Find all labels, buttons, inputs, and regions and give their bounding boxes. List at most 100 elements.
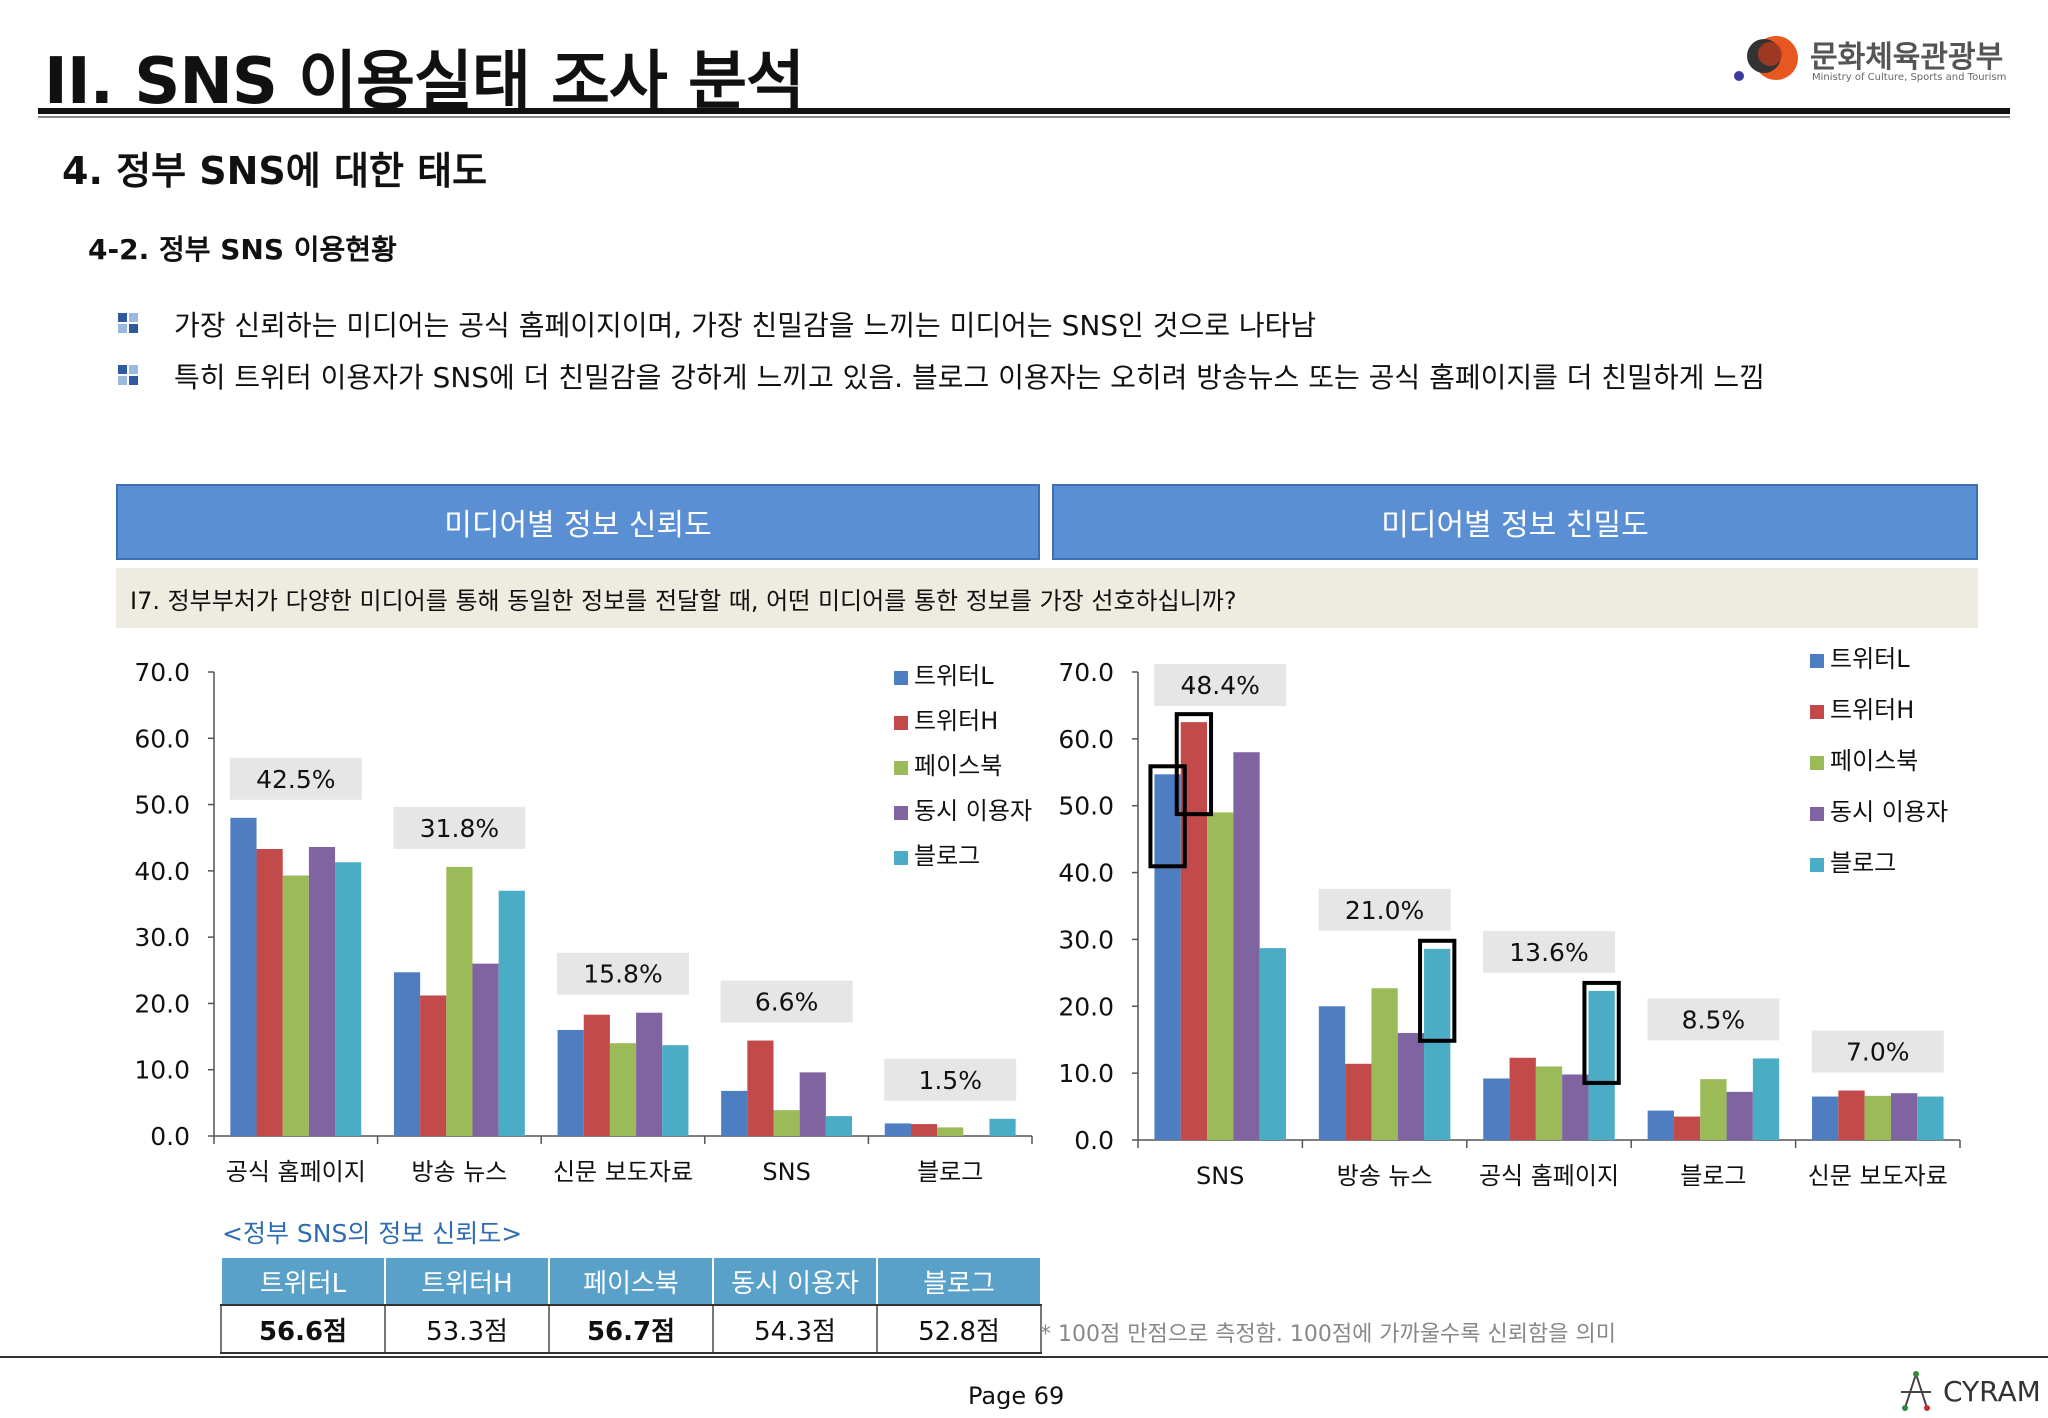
legend-label: 동시 이용자 (1830, 798, 1948, 826)
y-tick-label: 20.0 (1058, 992, 1114, 1021)
bar (747, 1040, 774, 1136)
score-value-cell: 52.8점 (876, 1305, 1042, 1354)
annotation-box (557, 952, 689, 995)
bar (989, 1118, 1016, 1136)
page-number: Page 69 (968, 1382, 1065, 1410)
score-table-value-row: 56.6점 53.3점 56.7점 54.3점 52.8점 (220, 1305, 1042, 1354)
legend-label: 페이스북 (1830, 747, 1918, 775)
bar (335, 862, 362, 1136)
y-tick-label: 0.0 (1074, 1126, 1114, 1155)
legend-label: 트위터L (914, 662, 994, 690)
bar (799, 1072, 826, 1136)
intimacy-chart: 0.0 10.0 20.0 30.0 40.0 50.0 60.0 70.0 SNS 방송 뉴스 공… (1058, 645, 1961, 1190)
score-table-caption: <정부 SNS의 정보 신뢰도> (222, 1219, 523, 1248)
bar (910, 1124, 938, 1136)
bar (308, 846, 336, 1136)
bullet-text: 가장 신뢰하는 미디어는 공식 홈페이지이며, 가장 친밀감을 느끼는 미디어는… (174, 309, 1317, 342)
annotation-label: 7.0% (1846, 1038, 1910, 1067)
bar (1647, 1110, 1674, 1140)
bar (1397, 1033, 1425, 1140)
bar (1700, 1079, 1727, 1140)
bar (1890, 1093, 1918, 1140)
score-table-header-row: 트위터L 트위터H 페이스북 동시 이용자 블로그 (220, 1256, 1042, 1306)
annotation-label: 21.0% (1345, 896, 1424, 925)
legend-swatch (1810, 705, 1824, 719)
score-header-cell: 페이스북 (548, 1256, 714, 1306)
highlight-box (1148, 764, 1187, 869)
x-category-label: SNS (762, 1158, 810, 1186)
highlight-box (1582, 980, 1621, 1085)
trust-chart: 0.0 10.0 20.0 30.0 40.0 50.0 60.0 70.0 공식 홈페이지 방송… (134, 658, 1033, 1186)
y-tick-label: 50.0 (1058, 792, 1114, 821)
y-tick-label: 10.0 (1058, 1059, 1114, 1088)
title-divider (38, 108, 2010, 114)
annotation-label: 6.6% (755, 988, 819, 1017)
score-header-cell: 트위터L (220, 1256, 386, 1306)
bar (721, 1090, 748, 1136)
ministry-name: 문화체육관광부 (1810, 40, 2004, 75)
score-value-cell: 54.3점 (712, 1305, 878, 1354)
bar (609, 1043, 637, 1136)
annotation-box (229, 757, 362, 800)
y-tick-label: 60.0 (134, 724, 190, 753)
legend-swatch (1810, 756, 1824, 770)
annotation-box (393, 806, 526, 849)
bar (1154, 774, 1181, 1140)
bullet-square-icon (118, 313, 140, 335)
x-category-label: 방송 뉴스 (1337, 1162, 1433, 1190)
bar (1371, 988, 1398, 1140)
ministry-logo: 문화체육관광부 Ministry of Culture, Sports and … (1730, 32, 2020, 92)
x-category-label: 공식 홈페이지 (226, 1158, 366, 1186)
annotation-label: 13.6% (1509, 938, 1588, 967)
legend-swatch (894, 761, 908, 775)
y-tick-label: 70.0 (1058, 658, 1114, 687)
bar (230, 817, 257, 1136)
score-value-cell: 56.7점 (548, 1305, 714, 1354)
y-tick-label: 60.0 (1058, 725, 1114, 754)
legend-swatch (1810, 807, 1824, 821)
bar (583, 1014, 610, 1136)
annotation-label: 1.5% (918, 1066, 982, 1095)
legend-swatch (894, 671, 908, 685)
bar (1483, 1078, 1510, 1140)
bar (282, 875, 309, 1136)
footnote: * 100점 만점으로 측정함. 100점에 가까울수록 신뢰함을 의미 (1040, 1322, 1616, 1347)
title-divider-thin (38, 116, 2010, 118)
highlight-box (1418, 938, 1457, 1043)
annotation-box (884, 1058, 1017, 1101)
bar (1424, 948, 1451, 1140)
score-header-cell: 블로그 (876, 1256, 1042, 1306)
y-tick-label: 40.0 (1058, 859, 1114, 888)
bar (1259, 948, 1286, 1140)
bar (1318, 1006, 1346, 1140)
x-category-label: 공식 홈페이지 (1479, 1162, 1619, 1190)
x-category-label: 신문 보도자료 (553, 1158, 693, 1186)
bar (825, 1116, 853, 1136)
bar (1673, 1116, 1701, 1140)
annotation-box (1647, 998, 1780, 1041)
bar (1864, 1095, 1891, 1140)
bullet-square-icon (118, 365, 140, 387)
x-category-label: 신문 보도자료 (1808, 1162, 1948, 1190)
ministry-emblem-icon (1734, 36, 1798, 81)
bar (662, 1045, 689, 1136)
bullet-item: 특히 트위터 이용자가 SNS에 더 친밀감을 강하게 느끼고 있음. 블로그 … (118, 356, 1765, 396)
y-tick-label: 70.0 (134, 658, 190, 687)
legend-label: 트위터H (914, 707, 998, 735)
legend-label: 트위터L (1830, 645, 1910, 673)
y-tick-label: 0.0 (150, 1122, 190, 1151)
bar (557, 1029, 584, 1136)
score-table: 트위터L 트위터H 페이스북 동시 이용자 블로그 56.6점 53.3점 56… (220, 1256, 1042, 1354)
annotation-box (720, 980, 853, 1023)
x-category-label: 방송 뉴스 (411, 1158, 507, 1186)
legend-swatch (1810, 858, 1824, 872)
bullet-text: 특히 트위터 이용자가 SNS에 더 친밀감을 강하게 느끼고 있음. 블로그 … (174, 361, 1765, 394)
y-tick-label: 10.0 (134, 1056, 190, 1085)
score-header-cell: 동시 이용자 (712, 1256, 878, 1306)
bar (1509, 1057, 1536, 1140)
legend-swatch (894, 851, 908, 865)
intimacy-panel-header: 미디어별 정보 친밀도 (1052, 484, 1978, 560)
section-title: 4. 정부 SNS에 대한 태도 (62, 149, 488, 193)
bar (1535, 1066, 1563, 1140)
cyram-logo: CYRAM (1895, 1370, 2041, 1412)
